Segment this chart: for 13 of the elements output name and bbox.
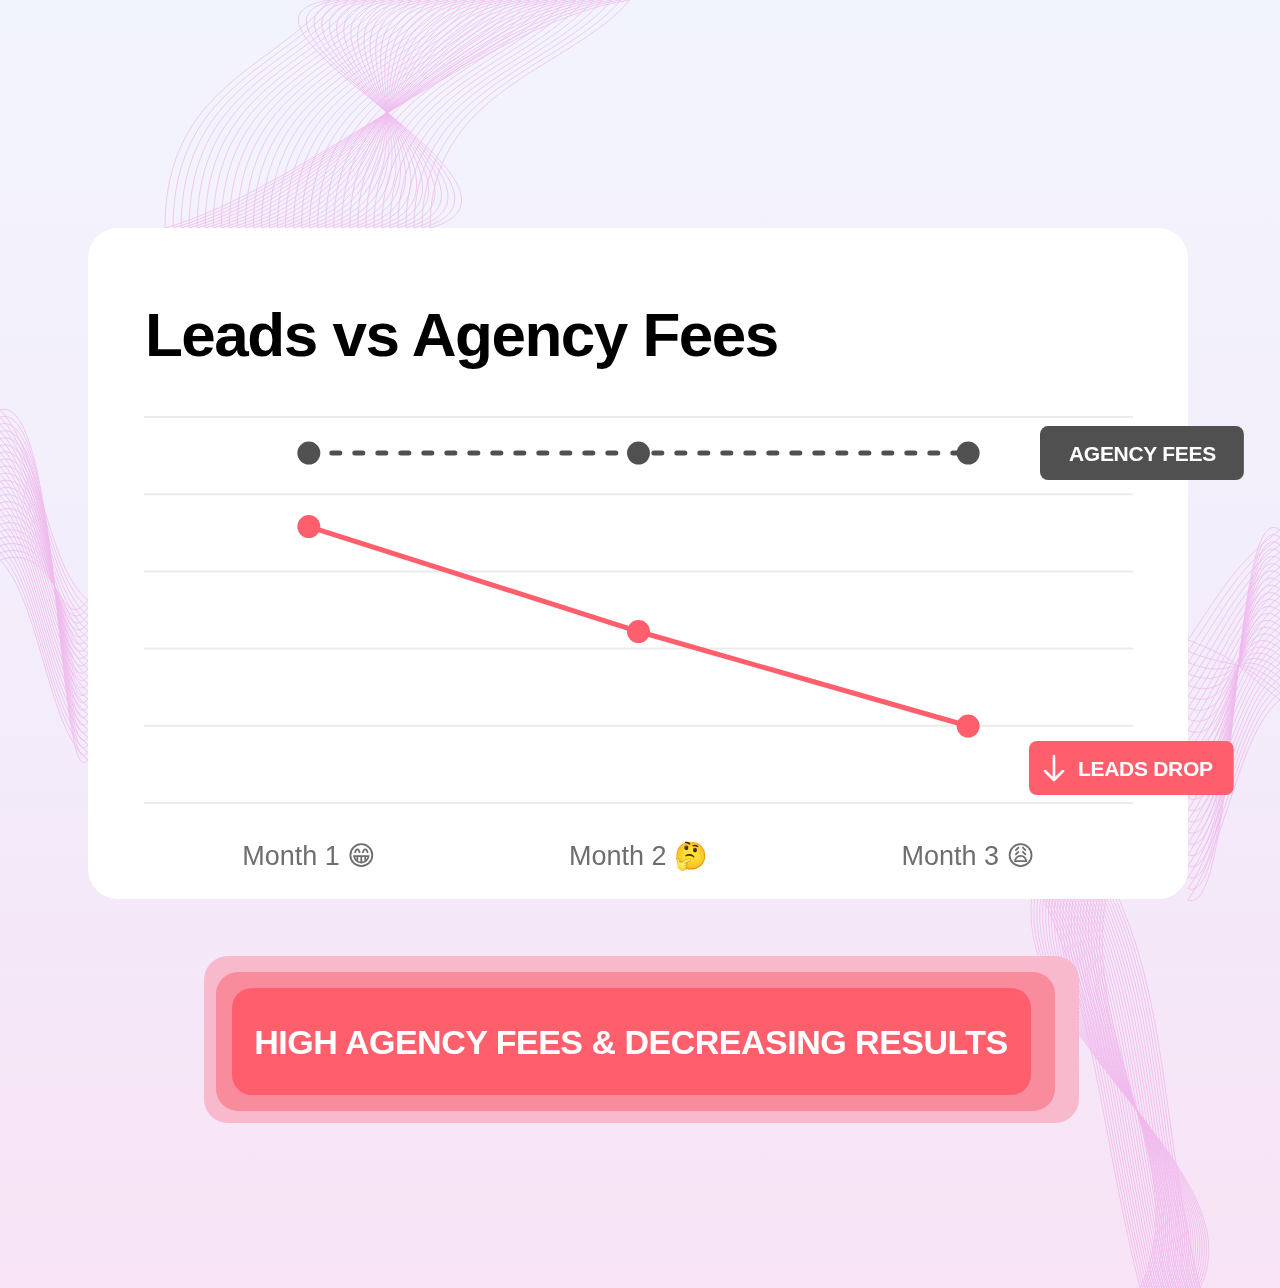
- point: [297, 515, 321, 539]
- x-tick-label: Month 3 😩: [901, 841, 1035, 871]
- x-tick-label: Month 1 😁: [242, 841, 376, 871]
- text: HIGH AGENCY FEES & DECREASING RESULTS: [254, 1023, 1008, 1061]
- point: [956, 714, 980, 738]
- text: LEADS DROP: [1078, 756, 1213, 780]
- point: [627, 441, 650, 465]
- point: [297, 441, 321, 465]
- text: AGENCY FEES: [1069, 441, 1217, 465]
- x-tick-label: Month 2 🤔: [568, 841, 709, 871]
- point: [956, 441, 980, 465]
- chart-title: Leads vs Agency Fees: [145, 300, 778, 369]
- point: [627, 620, 650, 644]
